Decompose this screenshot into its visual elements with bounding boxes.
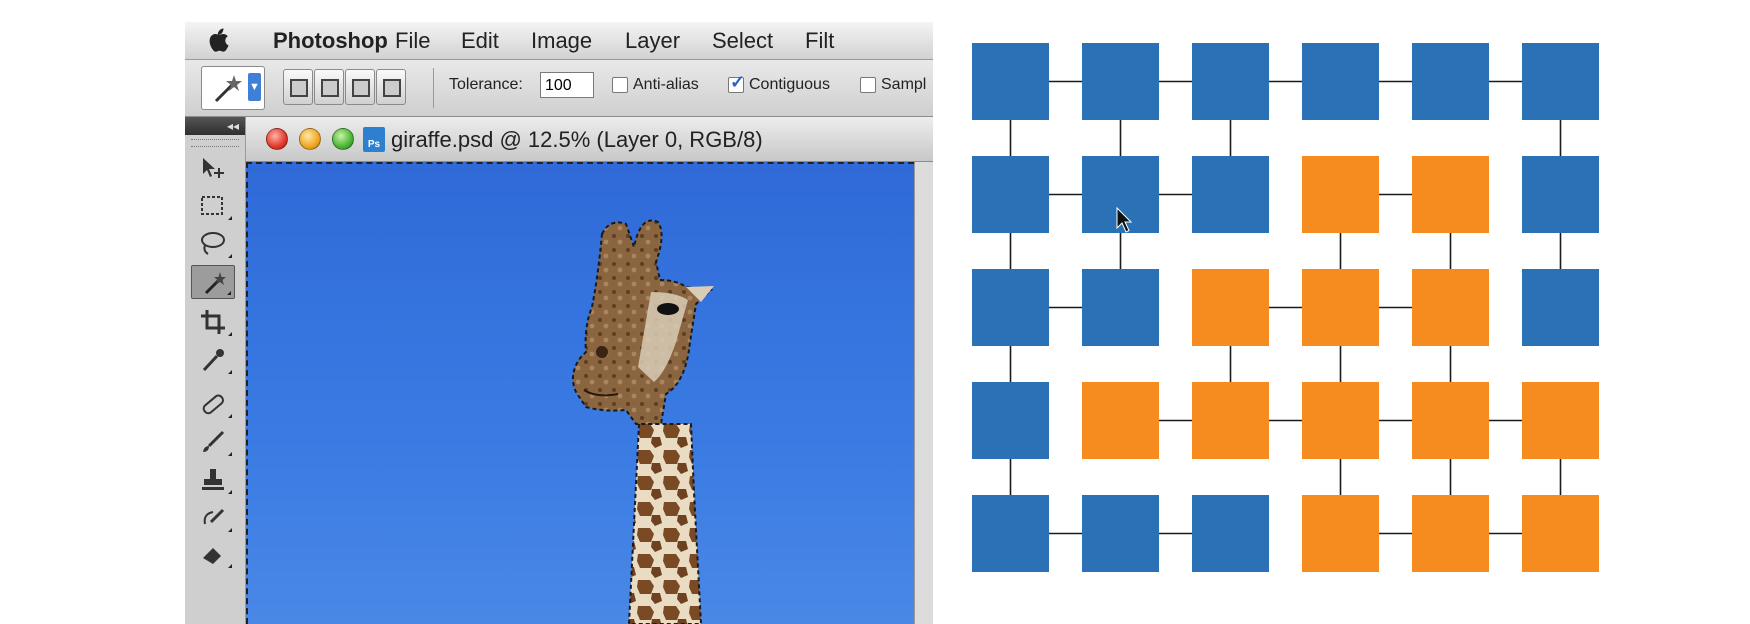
menu-file[interactable]: File <box>395 28 431 53</box>
new-selection-button[interactable] <box>283 69 313 105</box>
brush-tool-icon[interactable] <box>191 425 235 459</box>
document-titlebar[interactable]: Ps giraffe.psd @ 12.5% (Layer 0, RGB/8) <box>246 117 933 162</box>
menu-edit[interactable]: Edit <box>461 28 499 53</box>
grid-cell-orange <box>1522 495 1599 572</box>
options-divider <box>433 68 434 108</box>
move-tool-icon[interactable] <box>191 151 235 185</box>
photoshop-window: Photoshop File Edit Image Layer Select F… <box>185 22 933 624</box>
selection-mode-group <box>283 69 407 105</box>
grid-cell-blue <box>1192 43 1269 120</box>
giraffe-image <box>571 219 714 624</box>
lasso-tool-icon[interactable] <box>191 227 235 261</box>
eyedropper-tool-icon[interactable] <box>191 343 235 377</box>
preset-dropdown-icon[interactable]: ▼ <box>248 73 261 101</box>
toolbox-grip[interactable] <box>191 139 239 147</box>
sample-all-layers-label: Sampl <box>881 76 927 93</box>
healing-brush-tool-icon[interactable] <box>191 387 235 421</box>
mouse-pointer-icon <box>1116 206 1133 233</box>
grid-cell-orange <box>1302 156 1379 233</box>
grid-cell-blue <box>1302 43 1379 120</box>
grid-cell-orange <box>1192 382 1269 459</box>
grid-cell-orange <box>1302 382 1379 459</box>
minimize-window-button[interactable] <box>299 128 321 150</box>
grid-cell-blue <box>972 382 1049 459</box>
apple-menu-icon[interactable] <box>207 27 229 59</box>
grid-cell-orange <box>1192 269 1269 346</box>
tool-preset-picker[interactable]: ▼ <box>201 66 265 110</box>
grid-cell-orange <box>1412 269 1489 346</box>
menu-filter[interactable]: Filt <box>805 28 835 53</box>
grid-cell-blue <box>1082 43 1159 120</box>
contiguous-label: Contiguous <box>749 76 830 93</box>
grid-cell-orange <box>1302 495 1379 572</box>
intersect-selection-button[interactable] <box>376 69 406 105</box>
history-brush-tool-icon[interactable] <box>191 501 235 535</box>
menu-layer[interactable]: Layer <box>625 28 681 53</box>
grid-cell-blue <box>1192 495 1269 572</box>
grid-cell-blue <box>1522 43 1599 120</box>
grid-cell-blue <box>1192 156 1269 233</box>
document-title: giraffe.psd @ 12.5% (Layer 0, RGB/8) <box>391 127 763 152</box>
menu-select[interactable]: Select <box>712 28 774 53</box>
anti-alias-label: Anti-alias <box>633 76 699 93</box>
magic-wand-tool-icon[interactable] <box>191 265 235 299</box>
document-window: Ps giraffe.psd @ 12.5% (Layer 0, RGB/8) <box>246 117 933 624</box>
grid-cell-blue <box>1522 269 1599 346</box>
connectivity-grid-diagram <box>972 43 1599 572</box>
grid-cell-blue <box>1082 269 1159 346</box>
close-window-button[interactable] <box>266 128 288 150</box>
image-canvas[interactable] <box>246 162 914 624</box>
tolerance-label: Tolerance: <box>449 76 523 93</box>
toolbox-header: ◂◂ <box>185 117 245 135</box>
clone-stamp-tool-icon[interactable] <box>191 463 235 497</box>
anti-alias-checkbox[interactable] <box>612 77 628 93</box>
grid-cells <box>972 43 1599 572</box>
tolerance-input[interactable]: 100 <box>540 72 594 98</box>
add-to-selection-button[interactable] <box>314 69 344 105</box>
psd-file-icon: Ps <box>363 127 385 152</box>
grid-cell-blue <box>972 43 1049 120</box>
menu-image[interactable]: Image <box>531 28 593 53</box>
menu-bar: Photoshop File Edit Image Layer Select F… <box>185 22 933 60</box>
grid-cell-blue <box>1082 495 1159 572</box>
grid-cell-blue <box>1522 156 1599 233</box>
zoom-window-button[interactable] <box>332 128 354 150</box>
grid-cell-blue <box>972 156 1049 233</box>
grid-cell-blue <box>972 495 1049 572</box>
magic-wand-icon <box>214 75 242 103</box>
subtract-from-selection-button[interactable] <box>345 69 375 105</box>
grid-cell-blue <box>1412 43 1489 120</box>
options-bar: ▼ Tolerance: 100 Anti-alias Contiguous S… <box>185 60 933 117</box>
menu-photoshop[interactable]: Photoshop <box>273 28 388 53</box>
grid-cell-blue <box>972 269 1049 346</box>
contiguous-checkbox[interactable] <box>728 72 745 93</box>
crop-tool-icon[interactable] <box>191 305 235 339</box>
collapse-icon[interactable]: ◂◂ <box>226 119 239 133</box>
toolbox: ◂◂ <box>185 117 246 624</box>
grid-cell-orange <box>1412 156 1489 233</box>
vertical-scrollbar[interactable] <box>914 162 933 624</box>
grid-cell-orange <box>1082 382 1159 459</box>
marquee-tool-icon[interactable] <box>191 189 235 223</box>
grid-cell-orange <box>1412 495 1489 572</box>
eraser-tool-icon[interactable] <box>191 537 235 571</box>
grid-cell-orange <box>1522 382 1599 459</box>
selection-marquee <box>246 162 914 624</box>
grid-cell-orange <box>1302 269 1379 346</box>
sample-all-layers-checkbox[interactable] <box>860 77 876 93</box>
grid-cell-orange <box>1412 382 1489 459</box>
